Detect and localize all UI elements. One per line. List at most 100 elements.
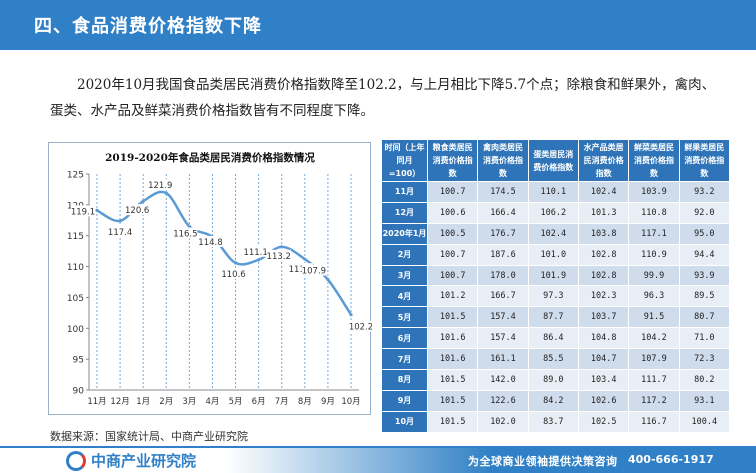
table-cell: 101.5 (426, 306, 479, 329)
table-cell: 102.8 (577, 243, 630, 266)
table-cell: 101.6 (426, 348, 479, 371)
table-row: 6月 101.6 157.4 86.4 104.8 104.2 71.0 (381, 327, 731, 350)
x-tick-label: 10月 (341, 397, 360, 407)
table-cell: 100.4 (678, 410, 731, 433)
data-label-bg (71, 205, 95, 217)
table-cell: 100.7 (426, 181, 479, 203)
table-cell: 96.3 (628, 285, 680, 308)
table-header-cell: 禽肉类居民消费价格指数 (477, 139, 529, 182)
table-cell: 89.5 (678, 285, 731, 308)
table-row: 7月 101.6 161.1 85.5 104.7 107.9 72.3 (381, 348, 731, 371)
table-row: 9月 101.5 122.6 84.2 102.6 117.2 93.1 (381, 389, 731, 412)
table-row-label: 2月 (381, 243, 428, 266)
table-header-cell: 时间（上年同月=100） (381, 139, 428, 182)
data-point (349, 313, 353, 317)
x-tick-label: 5月 (229, 397, 243, 407)
table-cell: 110.8 (628, 201, 680, 224)
x-tick-label: 4月 (205, 397, 219, 407)
data-point (164, 191, 168, 195)
table-header-cell: 鲜菜类居民消费价格指数 (628, 139, 680, 182)
data-label: 121.9 (148, 181, 172, 191)
table-cell: 102.4 (527, 222, 579, 245)
table-cell: 101.5 (426, 369, 479, 391)
x-tick-label: 6月 (252, 397, 266, 407)
table-cell: 97.3 (527, 285, 579, 308)
data-label-bg (173, 227, 198, 239)
table-cell: 102.8 (577, 264, 630, 287)
table-cell: 85.5 (527, 348, 579, 371)
data-label-bg (198, 235, 223, 247)
data-label: 111.2 (289, 265, 313, 275)
table-row-label: 8月 (381, 369, 428, 391)
table-cell: 101.5 (426, 410, 479, 433)
table-cell: 106.2 (527, 201, 579, 224)
table-row: 4月 101.2 166.7 97.3 102.3 96.3 89.5 (381, 285, 731, 308)
data-point (233, 261, 238, 265)
table-cell: 72.3 (678, 348, 731, 371)
table-cell: 116.7 (628, 410, 680, 433)
table-cell: 91.5 (628, 306, 680, 329)
footer-bar (0, 447, 756, 473)
data-label: 110.6 (221, 270, 245, 280)
table-cell: 157.4 (477, 327, 529, 350)
table-row: 2020年1月 100.5 176.7 102.4 103.8 117.1 95.0 (381, 222, 731, 245)
table-cell: 161.1 (477, 348, 529, 371)
table-cell: 103.4 (577, 369, 630, 391)
data-label: 107.9 (302, 267, 326, 277)
x-tick-label: 3月 (182, 397, 196, 407)
table-row: 10月 101.5 102.0 83.7 102.5 116.7 100.4 (381, 410, 731, 433)
table-row-label: 12月 (381, 201, 428, 224)
x-tick-label: 9月 (321, 397, 335, 407)
y-tick-label: 90 (73, 387, 85, 397)
table-cell: 142.0 (477, 369, 529, 391)
table-cell: 176.7 (477, 222, 529, 245)
chart-svg: 2019-2020年食品类居民消费价格指数情况 90 95 100 105 110 115… (67, 151, 372, 407)
table-row-label: 11月 (381, 181, 428, 203)
table-row-label: 7月 (381, 348, 428, 371)
x-tick-label: 7月 (275, 397, 289, 407)
table-cell: 103.9 (628, 181, 680, 203)
table-row: 11月 100.7 174.5 110.1 102.4 103.9 93.2 (381, 181, 731, 203)
title-bar: 四、食品消费价格指数下降 (0, 0, 756, 50)
data-label: 113.2 (267, 252, 291, 262)
table-row-label: 5月 (381, 306, 428, 329)
data-point (118, 219, 122, 223)
table-row-label: 3月 (381, 264, 428, 287)
logo-icon (66, 450, 86, 471)
table-header-cell: 蛋类居民消费价格指数 (527, 139, 579, 182)
table-cell: 102.4 (577, 181, 630, 203)
table-row: 2月 100.7 187.6 101.0 102.8 110.9 94.4 (381, 243, 731, 266)
table-cell: 104.8 (577, 327, 630, 350)
page-title: 四、食品消费价格指数下降 (34, 16, 262, 37)
data-label-bg (301, 264, 326, 276)
series-line (96, 190, 353, 316)
table-cell: 92.0 (678, 201, 731, 224)
x-tick-label: 2月 (159, 397, 173, 407)
table-cell: 101.6 (426, 327, 479, 350)
table-cell: 187.6 (477, 243, 529, 266)
table-cell: 122.6 (477, 389, 529, 412)
data-point (187, 224, 191, 229)
x-tick-label: 11月 (87, 397, 106, 407)
y-tick-label: 105 (67, 294, 84, 304)
y-tick-label: 110 (67, 263, 84, 273)
table-cell: 89.0 (527, 369, 579, 391)
table-row-label: 6月 (381, 327, 428, 350)
table-row: 3月 100.7 178.0 101.9 102.8 99.9 93.9 (381, 264, 731, 287)
table-cell: 100.7 (426, 264, 479, 287)
table-header-cell: 粮食类居民消费价格指数 (426, 139, 479, 182)
table-cell: 102.5 (577, 410, 630, 433)
table-cell: 80.2 (678, 369, 731, 391)
table-cell: 110.1 (527, 181, 579, 203)
table-cell: 83.7 (527, 410, 579, 433)
table-cell: 174.5 (477, 181, 529, 203)
data-point (95, 208, 99, 213)
table-cell: 166.4 (477, 201, 529, 224)
data-label: 102.2 (349, 323, 372, 333)
data-label-bg (125, 204, 150, 216)
table-cell: 101.3 (577, 201, 630, 224)
data-point (280, 245, 284, 249)
table-cell: 166.7 (477, 285, 529, 308)
table-row-label: 9月 (381, 389, 428, 412)
table-row-label: 10月 (381, 410, 428, 433)
